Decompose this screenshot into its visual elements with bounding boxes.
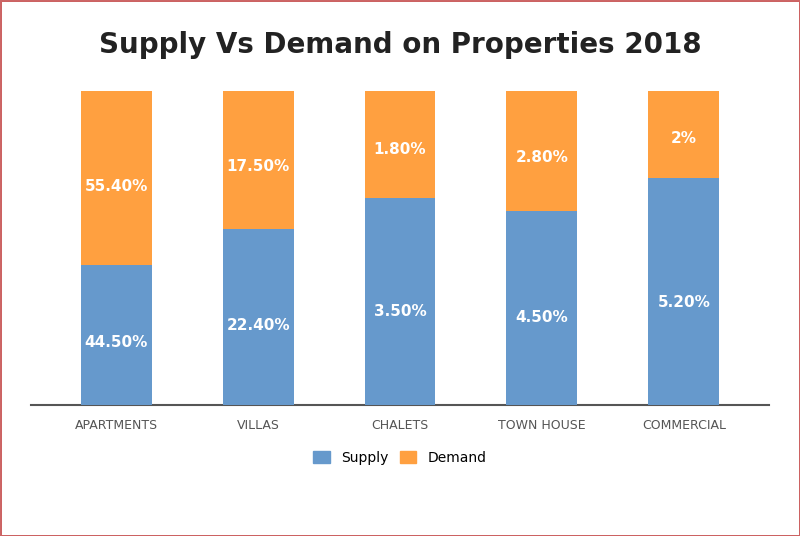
Bar [222,91,294,229]
Text: 22.40%: 22.40% [226,318,290,333]
Text: 2.80%: 2.80% [515,150,568,165]
Title: Supply Vs Demand on Properties 2018: Supply Vs Demand on Properties 2018 [98,31,702,59]
Bar [81,265,152,405]
Text: 17.50%: 17.50% [226,159,290,174]
Text: 4.50%: 4.50% [515,310,568,325]
Bar [365,91,435,198]
Text: 44.50%: 44.50% [85,334,148,349]
Text: 3.50%: 3.50% [374,304,426,319]
Bar [648,91,719,178]
Bar [506,211,578,405]
Bar [648,178,719,405]
Text: 5.20%: 5.20% [658,295,710,310]
Text: 2%: 2% [671,131,697,146]
Bar [222,229,294,405]
Legend: Supply, Demand: Supply, Demand [308,445,492,471]
Bar [81,91,152,265]
Text: 1.80%: 1.80% [374,142,426,157]
Bar [365,198,435,405]
Text: 55.40%: 55.40% [85,179,148,194]
Bar [506,91,578,211]
